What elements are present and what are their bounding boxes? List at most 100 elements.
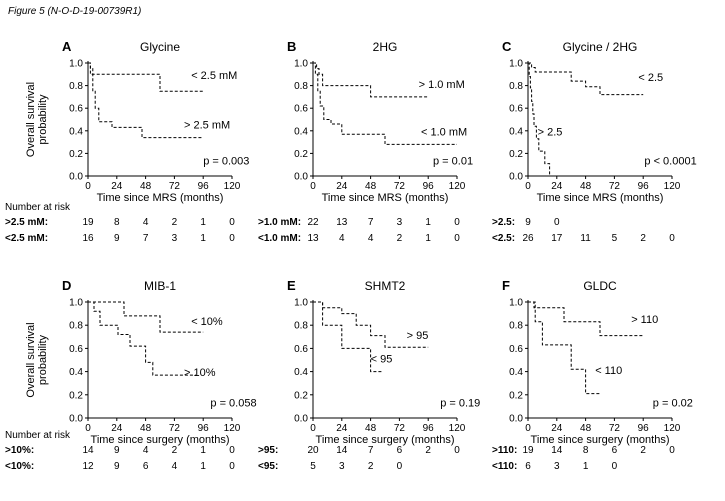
risk-count: 26	[522, 233, 534, 244]
risk-count: 0	[229, 217, 235, 228]
risk-count: 2	[425, 445, 431, 456]
group-label: > 2.5 mM	[184, 120, 230, 132]
risk-row-label: >2.5:	[492, 217, 515, 228]
x-axis-label: Time since surgery (months)	[91, 434, 230, 446]
risk-count: 2	[640, 233, 646, 244]
x-tick-label: 72	[394, 181, 406, 192]
risk-count: 0	[454, 445, 460, 456]
risk-table-header: Number at risk	[5, 202, 71, 213]
km-curve-series-2	[528, 301, 600, 395]
panel-title: GLDC	[583, 279, 617, 293]
y-tick-label: 0.6	[294, 344, 308, 355]
panel-letter: E	[287, 278, 296, 293]
km-curve-series-1	[88, 301, 204, 333]
group-label: < 1.0 mM	[421, 126, 467, 138]
km-curve-series-1	[313, 301, 429, 348]
y-tick-label: 0.8	[509, 321, 523, 332]
x-tick-label: 48	[140, 423, 152, 434]
risk-count: 1	[200, 445, 206, 456]
y-tick-label: 1.0	[509, 59, 523, 70]
risk-count: 2	[172, 445, 178, 456]
risk-count: 6	[525, 461, 531, 472]
x-tick-label: 96	[423, 423, 435, 434]
x-tick-label: 24	[336, 423, 348, 434]
y-tick-label: 0.2	[509, 390, 523, 401]
risk-count: 19	[82, 217, 94, 228]
y-tick-label: 0.0	[509, 414, 523, 425]
y-tick-label: 0.6	[509, 104, 523, 115]
y-tick-label: 0.6	[294, 104, 308, 115]
x-tick-label: 24	[551, 423, 563, 434]
y-tick-label: 0.4	[294, 126, 308, 137]
risk-count: 14	[82, 445, 94, 456]
panel-title: SHMT2	[365, 279, 406, 293]
group-label: < 2.5 mM	[191, 70, 237, 82]
x-axis-label: Time since MRS (months)	[97, 192, 224, 204]
risk-count: 7	[368, 445, 374, 456]
y-tick-label: 0.4	[69, 367, 83, 378]
risk-count: 2	[172, 217, 178, 228]
x-tick-label: 120	[664, 181, 681, 192]
x-tick-label: 24	[111, 181, 123, 192]
y-axis-label-line: Overall survival	[25, 322, 37, 397]
panel-letter: A	[62, 39, 72, 54]
y-axis-label-line: probability	[37, 94, 49, 145]
y-tick-label: 1.0	[69, 59, 83, 70]
group-label: < 2.5	[638, 72, 663, 84]
risk-count: 1	[425, 233, 431, 244]
risk-count: 3	[397, 217, 403, 228]
y-tick-label: 1.0	[509, 298, 523, 309]
risk-count: 2	[368, 461, 374, 472]
p-value-label: p < 0.0001	[644, 156, 696, 168]
y-tick-label: 0.2	[294, 149, 308, 160]
y-axis-label-line: probability	[37, 334, 49, 385]
x-tick-label: 120	[449, 423, 466, 434]
km-curve-series-1	[313, 62, 429, 98]
risk-count: 6	[397, 445, 403, 456]
risk-row-label: <10%:	[5, 461, 34, 472]
risk-row-label: <2.5:	[492, 233, 515, 244]
risk-count: 1	[425, 217, 431, 228]
risk-count: 4	[339, 233, 345, 244]
risk-count: 14	[336, 445, 348, 456]
y-tick-label: 0.2	[509, 149, 523, 160]
x-tick-label: 48	[580, 181, 592, 192]
risk-count: 7	[368, 217, 374, 228]
risk-row-label: >110:	[492, 445, 517, 456]
group-label: < 110	[595, 365, 622, 377]
group-label: > 95	[407, 330, 429, 342]
x-tick-label: 96	[638, 181, 650, 192]
risk-count: 3	[172, 233, 178, 244]
panel-letter: D	[62, 278, 71, 293]
km-curve-series-2	[88, 301, 196, 376]
y-tick-label: 1.0	[69, 298, 83, 309]
group-label: < 95	[371, 353, 393, 365]
y-tick-label: 0.0	[69, 414, 83, 425]
x-tick-label: 72	[609, 181, 621, 192]
x-tick-label: 24	[551, 181, 563, 192]
x-tick-label: 48	[580, 423, 592, 434]
x-tick-label: 120	[224, 423, 241, 434]
risk-count: 9	[114, 445, 120, 456]
x-tick-label: 0	[310, 423, 316, 434]
risk-count: 12	[82, 461, 94, 472]
panel-d: D MIB-10.00.20.40.60.81.00 24 48 72 96 120Time…	[5, 278, 257, 472]
risk-count: 9	[114, 461, 120, 472]
x-tick-label: 72	[394, 423, 406, 434]
x-tick-label: 48	[365, 181, 377, 192]
risk-count: 9	[114, 233, 120, 244]
x-tick-label: 24	[111, 423, 123, 434]
risk-row-label: >10%:	[5, 445, 34, 456]
x-axis-label: Time since MRS (months)	[322, 192, 449, 204]
risk-count: 19	[522, 445, 534, 456]
y-tick-label: 0.0	[509, 172, 523, 183]
risk-count: 8	[114, 217, 120, 228]
risk-count: 0	[229, 461, 235, 472]
x-tick-label: 72	[609, 423, 621, 434]
x-tick-label: 96	[198, 423, 210, 434]
x-tick-label: 96	[423, 181, 435, 192]
panel-letter: B	[287, 39, 296, 54]
